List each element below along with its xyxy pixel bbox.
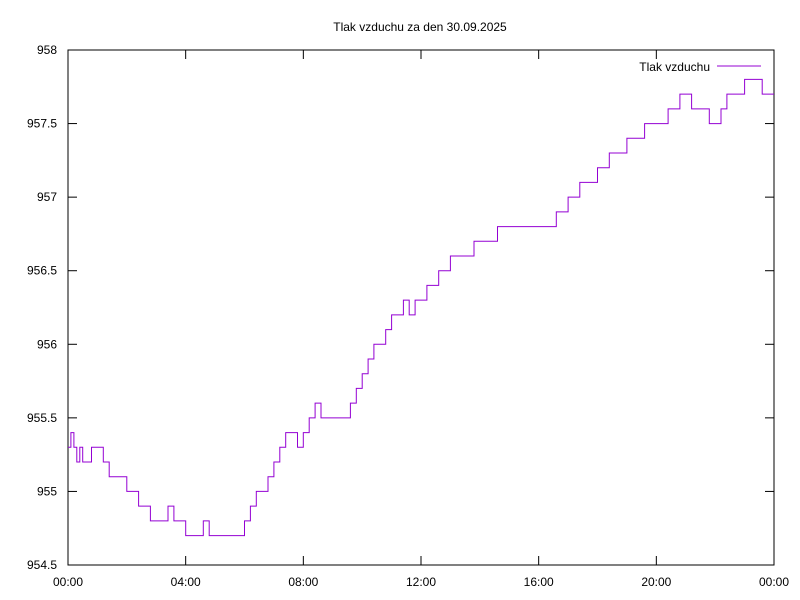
y-tick-label: 954.5: [27, 558, 57, 572]
legend-label: Tlak vzduchu: [639, 60, 710, 74]
y-tick-label: 957.5: [27, 117, 57, 131]
y-tick-label: 958: [37, 43, 57, 57]
x-tick-label: 16:00: [524, 575, 554, 589]
x-tick-label: 00:00: [53, 575, 83, 589]
y-tick-label: 957: [37, 190, 57, 204]
x-tick-label: 08:00: [288, 575, 318, 589]
x-tick-label: 20:00: [641, 575, 671, 589]
series-line-tlak-vzduchu: [68, 78, 774, 537]
legend: Tlak vzduchu: [639, 60, 761, 74]
x-tick-label: 12:00: [406, 575, 436, 589]
x-tick-label: 04:00: [171, 575, 201, 589]
y-tick-label: 955: [37, 484, 57, 498]
x-tick-label: 00:00: [759, 575, 789, 589]
y-tick-label: 955.5: [27, 411, 57, 425]
chart-title: Tlak vzduchu za den 30.09.2025: [333, 20, 507, 34]
plot-frame: [67, 49, 775, 566]
y-tick-label: 956: [37, 337, 57, 351]
y-tick-label: 956.5: [27, 264, 57, 278]
series-layer: [68, 78, 774, 537]
x-axis: 00:00 04:00 08:00 12:00 16:00 20:00 00:00: [53, 50, 789, 589]
y-axis: 954.5 955 955.5 956 956.5 957 957.5 958: [27, 43, 774, 572]
